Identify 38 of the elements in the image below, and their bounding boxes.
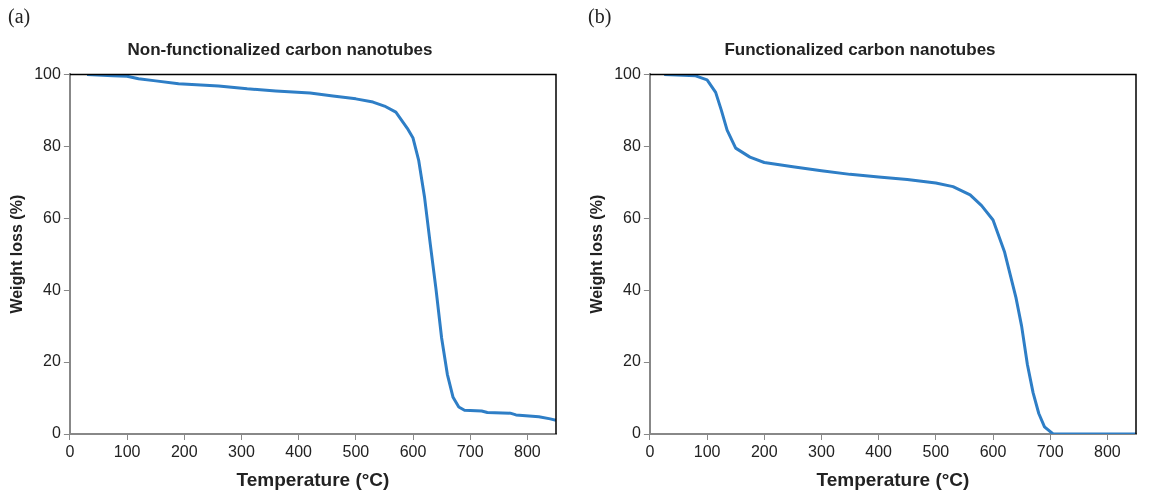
x-tick-label: 0 [645,443,655,461]
y-tick-label: 20 [623,352,641,370]
x-tick-label: 200 [170,443,198,461]
y-axis-title: Weight loss (%) [588,194,606,314]
x-tick-label: 200 [750,443,778,461]
x-axis-title: Temperature (°C) [236,468,390,490]
y-tick-label: 60 [623,208,641,226]
x-tick-label: 800 [1094,443,1121,461]
x-tick-label: 500 [922,443,950,461]
text: (a) [8,5,31,29]
x-tick-label: 100 [693,443,721,461]
y-tick-label: 0 [631,424,641,442]
x-tick-label: 600 [399,443,427,461]
x-tick-label: 100 [113,443,141,461]
x-tick-label: 0 [65,443,75,461]
y-tick-label: 60 [43,208,61,226]
x-tick-label: 400 [285,443,313,461]
y-tick-label: 40 [43,280,61,298]
x-tick-label: 700 [456,443,484,461]
x-tick-label: 800 [514,443,541,461]
x-tick-label: 400 [865,443,893,461]
text: (b) [588,5,612,29]
x-tick-label: 700 [1036,443,1064,461]
chart-title: Functionalized carbon nanotubes [724,39,996,59]
x-tick-label: 300 [808,443,835,461]
x-tick-label: 300 [228,443,255,461]
x-tick-label: 600 [979,443,1007,461]
y-tick-label: 20 [43,352,61,370]
y-tick-label: 0 [51,424,61,442]
y-tick-label: 80 [43,136,61,154]
x-tick-label: 500 [342,443,370,461]
y-tick-label: 40 [623,280,641,298]
y-axis-title: Weight loss (%) [8,194,26,314]
y-tick-label: 100 [34,64,61,82]
x-axis-title: Temperature (°C) [816,468,970,490]
chart-title: Non-functionalized carbon nanotubes [127,39,433,59]
y-tick-label: 100 [614,64,641,82]
y-tick-label: 80 [623,136,641,154]
